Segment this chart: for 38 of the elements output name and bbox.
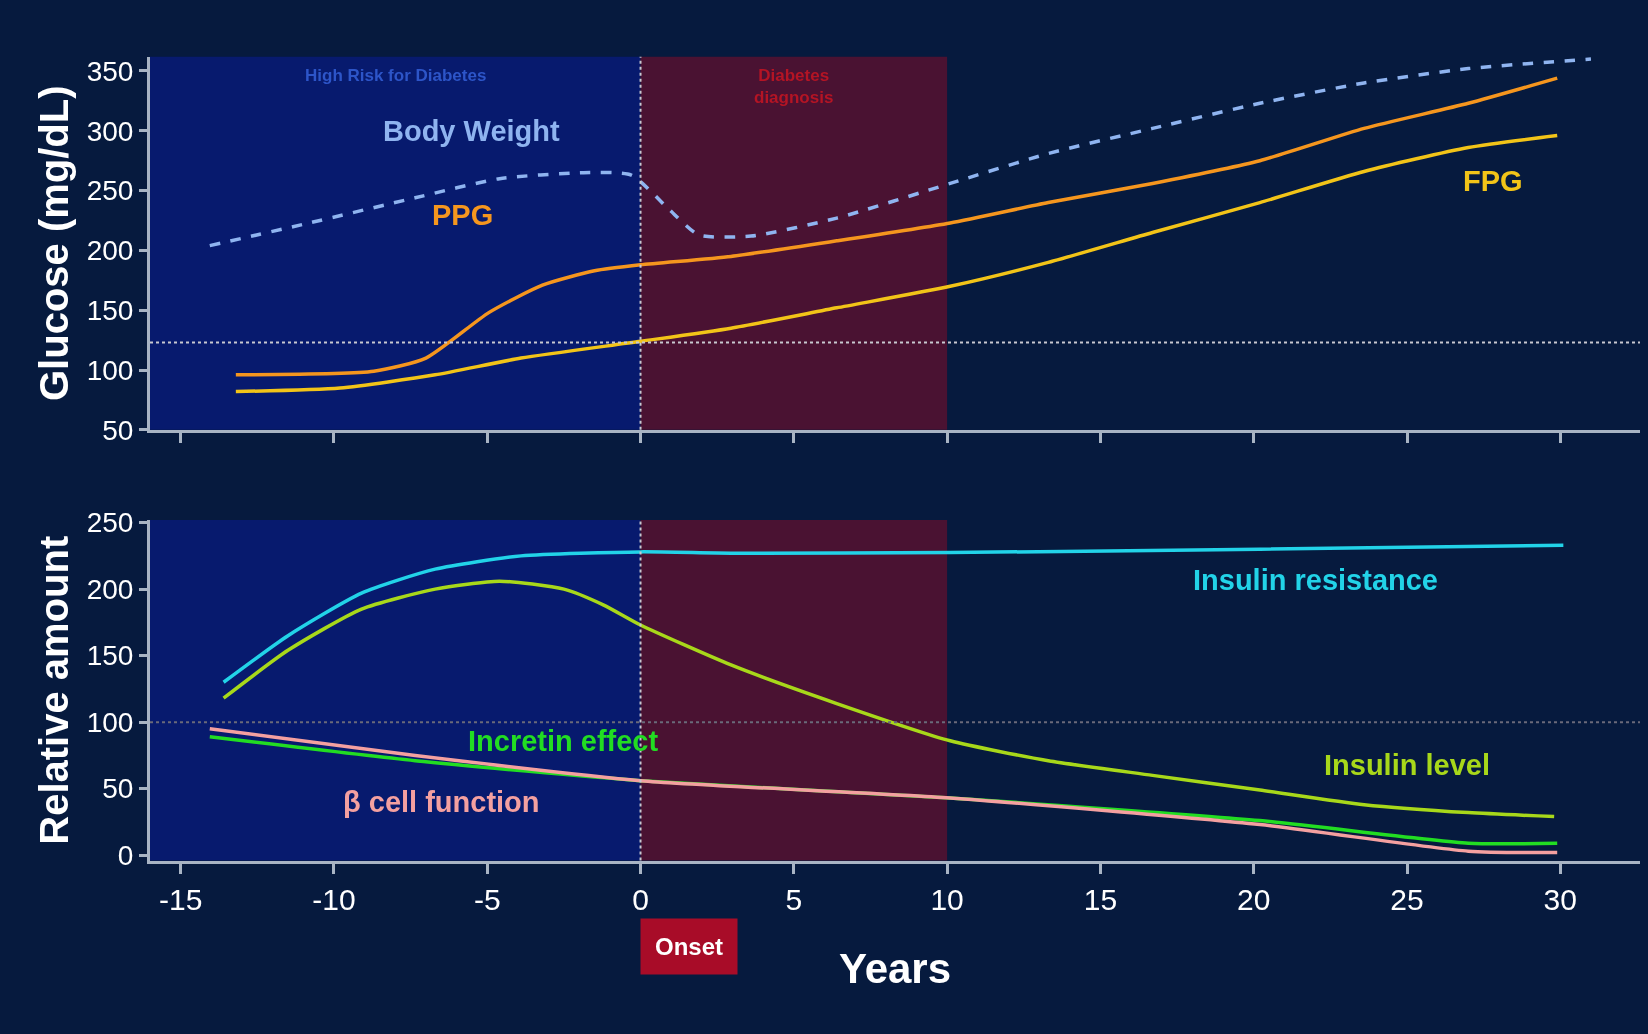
y-tick-label: 250 <box>86 507 134 539</box>
x-tick-label: 5 <box>785 882 803 916</box>
x-tick-label: -15 <box>158 882 203 916</box>
y-tick-label: 300 <box>86 115 134 147</box>
series-label: FPG <box>1463 165 1523 197</box>
x-tick-label: -5 <box>473 882 501 916</box>
y-tick-label: 150 <box>86 295 134 327</box>
x-tick-label: 15 <box>1083 882 1118 916</box>
y-tick-label: 0 <box>117 839 134 871</box>
series-label: Body Weight <box>383 115 561 147</box>
text: PPG <box>432 199 494 231</box>
y-tick-label: 50 <box>102 773 134 805</box>
line-series <box>221 543 1566 684</box>
band-label: High Risk for Diabetes <box>305 66 487 85</box>
y-tick-label: 150 <box>86 640 134 672</box>
text: Onset <box>655 933 724 960</box>
y-tick-label: 200 <box>86 573 134 605</box>
y-tick-label: 100 <box>86 354 134 386</box>
y-tick-label: 50 <box>102 414 134 446</box>
x-axis-title: Years <box>838 945 952 993</box>
y-tick-label: 250 <box>86 175 134 207</box>
y-axis-title: Relative amount <box>32 535 77 845</box>
y-axis-title: Glucose (mg/dL) <box>32 85 77 402</box>
x-tick-label: 20 <box>1237 882 1271 916</box>
series-label: Insulin resistance <box>1193 564 1438 596</box>
x-tick-label: 0 <box>632 882 649 916</box>
x-tick-label: 10 <box>930 882 964 916</box>
band-label: Diabetes diagnosis <box>754 66 834 108</box>
series-label: Incretin effect <box>468 725 659 757</box>
x-tick-label: 30 <box>1543 882 1577 916</box>
series-label: Insulin level <box>1324 749 1490 781</box>
series-label: β cell function <box>343 786 540 818</box>
y-tick-label: 350 <box>86 55 134 87</box>
x-tick-label: -10 <box>312 882 356 916</box>
y-tick-label: 200 <box>86 235 134 267</box>
x-tick-label: 25 <box>1390 882 1424 916</box>
line-series <box>208 57 1593 248</box>
y-tick-label: 100 <box>86 706 134 738</box>
